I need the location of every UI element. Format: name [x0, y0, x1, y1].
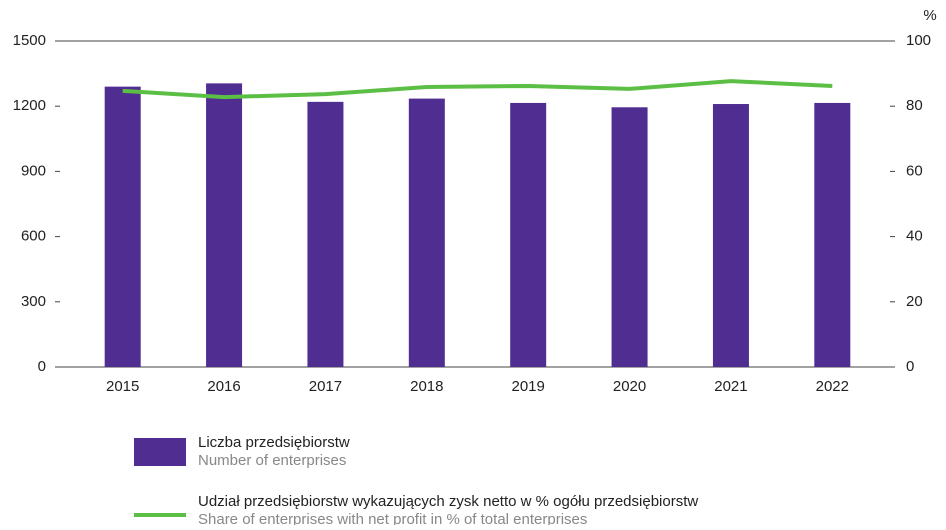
- x-tick-label: 2018: [410, 378, 443, 395]
- y-tick-label: 600: [21, 228, 46, 245]
- x-tick-label: 2017: [309, 378, 342, 395]
- bar: [307, 101, 344, 367]
- y2-tick-label: 60: [906, 162, 923, 179]
- legend-swatch: [134, 438, 186, 466]
- y2-tick-label: 80: [906, 97, 923, 114]
- x-tick-label: 2019: [512, 378, 545, 395]
- y-tick-label: 300: [21, 293, 46, 310]
- bar: [712, 104, 749, 367]
- bar: [408, 98, 445, 368]
- legend-label: Liczba przedsiębiorstw: [198, 434, 350, 451]
- line: [122, 79, 833, 100]
- y-tick-label: 1500: [13, 32, 46, 49]
- y2-tick-label: 40: [906, 228, 923, 245]
- x-tick-label: 2021: [714, 378, 747, 395]
- legend-label: Udział przedsiębiorstw wykazujących zysk…: [198, 493, 698, 510]
- y2-axis-label: %: [923, 7, 936, 24]
- x-tick-label: 2015: [106, 378, 139, 395]
- x-tick-label: 2016: [207, 378, 240, 395]
- bar: [611, 107, 648, 367]
- y2-tick-label: 100: [906, 32, 931, 49]
- bar: [510, 102, 547, 367]
- y-tick-label: 900: [21, 162, 46, 179]
- x-tick-label: 2022: [816, 378, 849, 395]
- bar: [814, 102, 851, 367]
- y2-tick-label: 0: [906, 358, 914, 375]
- bar: [206, 83, 243, 367]
- bar: [104, 86, 141, 367]
- y-tick-label: 0: [38, 358, 46, 375]
- x-tick-label: 2020: [613, 378, 646, 395]
- legend-label-en: Number of enterprises: [198, 452, 346, 469]
- y-tick-label: 1200: [13, 97, 46, 114]
- legend-label-en: Share of enterprises with net profit in …: [198, 511, 587, 525]
- y2-tick-label: 20: [906, 293, 923, 310]
